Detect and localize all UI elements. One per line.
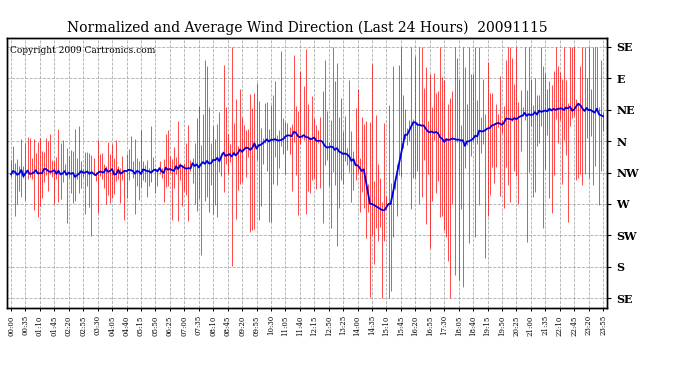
Text: Copyright 2009 Cartronics.com: Copyright 2009 Cartronics.com bbox=[10, 46, 155, 55]
Title: Normalized and Average Wind Direction (Last 24 Hours)  20091115: Normalized and Average Wind Direction (L… bbox=[67, 21, 547, 35]
